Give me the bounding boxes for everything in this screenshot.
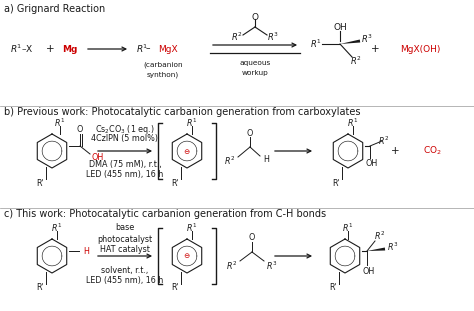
Text: b) Previous work: Photocatalytic carbanion generation from carboxylates: b) Previous work: Photocatalytic carbani…: [4, 107, 361, 117]
Text: $\ominus$: $\ominus$: [183, 146, 191, 156]
Text: OH: OH: [366, 160, 378, 169]
Text: Mg: Mg: [62, 44, 78, 53]
Text: +: +: [371, 44, 379, 54]
Polygon shape: [340, 39, 360, 44]
Text: MgX(OH): MgX(OH): [400, 44, 440, 53]
Text: $R^2$: $R^2$: [227, 260, 237, 272]
Text: O: O: [247, 128, 253, 137]
Text: $R^1$: $R^1$: [186, 222, 198, 234]
Text: a) Grignard Reaction: a) Grignard Reaction: [4, 4, 105, 14]
Text: $\ominus$: $\ominus$: [183, 252, 191, 261]
Text: R': R': [36, 179, 44, 188]
Text: $R^1$: $R^1$: [136, 43, 148, 55]
Text: (carbanion: (carbanion: [143, 62, 183, 68]
Text: c) This work: Photocatalytic carbanion generation from C-H bonds: c) This work: Photocatalytic carbanion g…: [4, 209, 326, 219]
Text: OH: OH: [363, 267, 375, 276]
Text: $R^1$: $R^1$: [51, 222, 63, 234]
Text: $R^1$: $R^1$: [347, 117, 359, 129]
Text: workup: workup: [242, 70, 268, 76]
Text: $R^2$: $R^2$: [224, 155, 236, 167]
Text: LED (455 nm), 16 h: LED (455 nm), 16 h: [86, 276, 164, 285]
Text: $R^3$: $R^3$: [266, 260, 278, 272]
Text: R': R': [171, 179, 179, 188]
Text: $R^1$: $R^1$: [186, 117, 198, 129]
Text: R': R': [332, 179, 340, 188]
Text: aqueous: aqueous: [239, 60, 271, 66]
Text: $R^1$–X: $R^1$–X: [10, 43, 34, 55]
Text: LED (455 nm), 16 h: LED (455 nm), 16 h: [86, 170, 164, 179]
Text: CO$_2$: CO$_2$: [422, 145, 441, 157]
Text: $R^3$: $R^3$: [361, 33, 373, 45]
Text: OH: OH: [333, 22, 347, 31]
Text: +: +: [391, 146, 399, 156]
Text: H: H: [263, 155, 269, 164]
Text: O: O: [252, 12, 258, 21]
Text: +: +: [46, 44, 55, 54]
Text: photocatalyst: photocatalyst: [98, 234, 153, 244]
Text: $R^2$: $R^2$: [374, 230, 386, 242]
Text: $R^3$: $R^3$: [267, 31, 279, 43]
Text: OH: OH: [92, 154, 104, 163]
Text: 4CzIPN (5 mol%): 4CzIPN (5 mol%): [91, 134, 158, 143]
Text: $R^3$: $R^3$: [387, 241, 399, 253]
Text: $R^1$: $R^1$: [310, 38, 322, 50]
Text: MgX: MgX: [158, 44, 178, 53]
Text: solvent, r.t.,: solvent, r.t.,: [101, 266, 149, 275]
Text: O: O: [249, 234, 255, 243]
Text: HAT catalyst: HAT catalyst: [100, 245, 150, 254]
Text: synthon): synthon): [147, 72, 179, 78]
Text: R': R': [36, 284, 44, 293]
Text: Cs$_2$CO$_3$ (1 eq.): Cs$_2$CO$_3$ (1 eq.): [95, 123, 155, 136]
Text: $R^1$: $R^1$: [342, 222, 354, 234]
Text: $R^2$: $R^2$: [350, 55, 362, 67]
Text: H: H: [83, 247, 89, 256]
Text: base: base: [115, 224, 135, 233]
Text: R': R': [329, 284, 337, 293]
Polygon shape: [367, 248, 385, 251]
Text: $R^2$: $R^2$: [231, 31, 243, 43]
Text: $R^2$: $R^2$: [378, 135, 390, 147]
Text: O: O: [77, 124, 83, 133]
Text: R': R': [171, 284, 179, 293]
Text: –: –: [146, 44, 150, 53]
Text: DMA (75 mM), r.t.,: DMA (75 mM), r.t.,: [89, 160, 161, 169]
Text: $R^1$: $R^1$: [55, 117, 66, 129]
